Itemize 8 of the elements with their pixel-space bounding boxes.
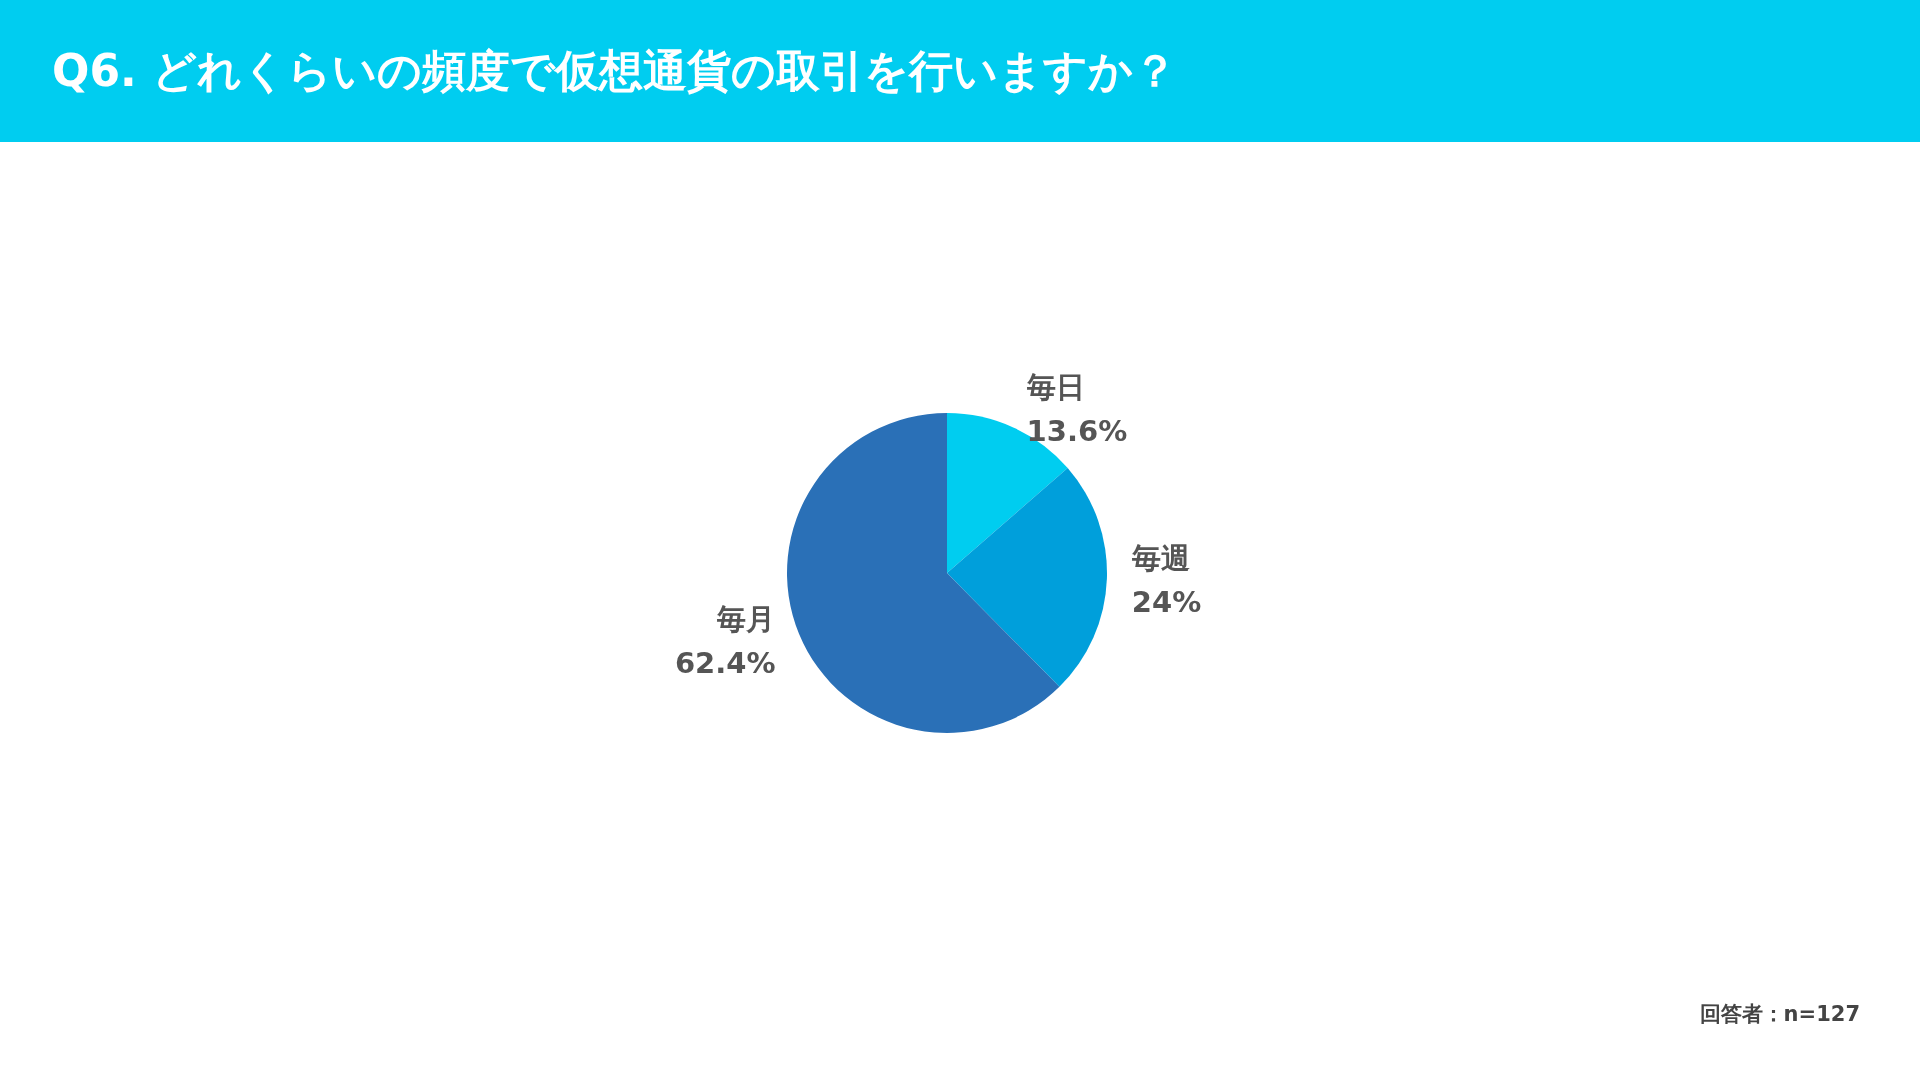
text: 回答者：n=127 (1699, 1001, 1860, 1028)
slice-label: 毎週 (1130, 540, 1190, 575)
data-label: 13.6% (1026, 414, 1128, 449)
slice-label: 毎月 (716, 602, 776, 637)
chart-title: Q6. どれくらいの頻度で仮想通貨の取引を行いますか？ (52, 44, 1178, 98)
data-label: 24% (1131, 584, 1202, 619)
data-label: 62.4% (674, 646, 776, 681)
slice-label: 毎日 (1025, 370, 1085, 405)
